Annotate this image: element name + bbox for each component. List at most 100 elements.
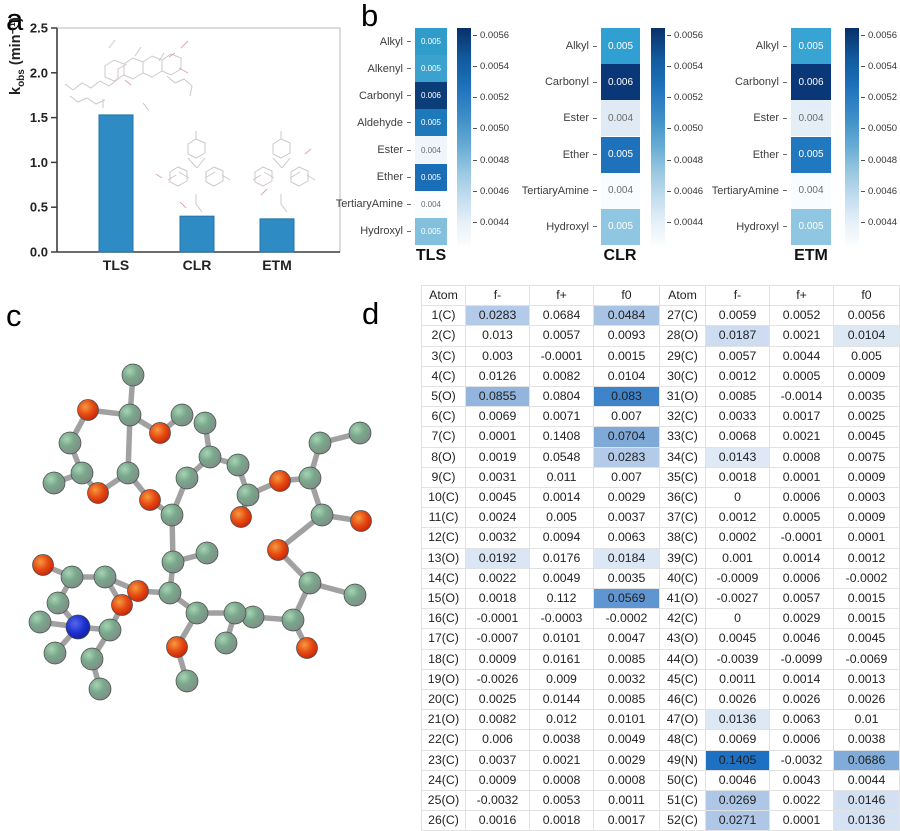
table-cell: 0.0057 [769, 588, 834, 610]
table-cell: 0.0283 [593, 446, 660, 468]
heatmap-row-label-tertiaryamine: TertiaryAmine [285, 191, 411, 218]
colorbar-tick-dash [473, 128, 477, 130]
table-cell: -0.0001 [769, 527, 834, 549]
colorbar-tick-label: 0.0048 [480, 154, 510, 166]
table-row: 5(O) 0.0855 0.0804 0.083 31(O) 0.0085 -0.0014 0… [421, 386, 900, 408]
table-cell: 0.013 [465, 325, 530, 347]
colorbar-tick: 0.0044 [473, 217, 509, 229]
colorbar-tick-label: 0.0050 [868, 123, 898, 135]
table-cell: -0.0032 [769, 749, 834, 771]
heatmap-cell-tls-alkenyl: 0.005 [415, 55, 447, 83]
table-cell: 0.0018 [705, 466, 770, 489]
heatmap-row-label-ether: Ether [471, 137, 597, 173]
table-cell: 0.0052 [769, 305, 834, 327]
row-label-text: Alkyl [565, 40, 589, 53]
table-cell: 3(C) [421, 345, 466, 367]
heatmap-cell-tls-tertiaryamine: 0.004 [415, 190, 447, 218]
table-cell: 0.0035 [593, 567, 660, 590]
carbon-atom [60, 565, 84, 589]
colorbar-tick-label: 0.0052 [480, 92, 510, 104]
table-row: 18(C) 0.0009 0.0161 0.0085 44(O) -0.0039 -0.00… [421, 648, 900, 670]
colorbar-tick-dash [861, 34, 865, 36]
x-tick-label-etm: ETM [262, 257, 292, 273]
table-cell: 0.0015 [833, 588, 900, 610]
table-cell: 22(C) [421, 729, 466, 751]
table-cell: 0.0002 [705, 527, 770, 549]
heatmap-cell-clr-hydroxyl: 0.005 [601, 208, 640, 245]
heatmap-cell-clr-tertiaryamine: 0.004 [601, 172, 640, 209]
x-ticks: TLS CLR ETM [103, 257, 292, 273]
table-header-cell: f+ [769, 284, 834, 307]
table-cell: 18(C) [421, 648, 466, 670]
y-ticks: 0.0 0.5 1.0 1.5 2.0 2.5 [30, 21, 57, 260]
carbon-atom [175, 669, 199, 693]
table-cell: 0.0094 [529, 527, 594, 549]
table-cell: -0.0069 [833, 648, 900, 670]
colorbar-tick-dash [861, 159, 865, 161]
table-header-cell: Atom [659, 284, 706, 307]
carbon-atom [348, 421, 372, 445]
table-cell: 0.0071 [529, 406, 594, 428]
table-cell: 0.0063 [769, 709, 834, 731]
oxygen-atom [350, 510, 372, 532]
colorbar-tick: 0.0054 [473, 60, 509, 72]
table-cell: 0.1405 [705, 749, 770, 771]
table-cell: -0.0032 [465, 790, 530, 812]
table-cell: 25(O) [421, 790, 466, 812]
table-cell: -0.0026 [465, 668, 530, 691]
colorbar-tick-dash [473, 159, 477, 161]
row-label-text: Hydroxyl [736, 220, 779, 233]
table-cell: 0.0069 [465, 406, 530, 428]
table-cell: 0.0003 [833, 487, 900, 509]
row-label-text: Alkyl [755, 40, 779, 53]
tick-dash [407, 122, 411, 124]
table-cell: 26(C) [421, 810, 466, 831]
table-cell: 0.0044 [833, 769, 900, 792]
table-cell: 0.0022 [769, 790, 834, 812]
table-cell: 0.005 [833, 345, 900, 367]
y-tick-label: 2.0 [30, 65, 48, 80]
heatmap-row-label-ester: Ester [661, 100, 787, 136]
tick-dash [783, 190, 787, 192]
table-cell: 49(N) [659, 749, 706, 771]
heatmap-cell-tls-hydroxyl: 0.005 [415, 217, 447, 245]
table-cell: 0.0684 [529, 305, 594, 327]
oxygen-atom [111, 594, 133, 616]
y-tick-label: 0.5 [30, 200, 48, 215]
heatmap-row-label-alkyl: Alkyl [661, 28, 787, 64]
table-cell: 0.0012 [705, 507, 770, 529]
table-cell: 0.0033 [705, 406, 770, 428]
table-cell: 36(C) [659, 487, 706, 509]
tick-dash [593, 226, 597, 228]
tick-dash [407, 149, 411, 151]
colorbar-clr [651, 28, 665, 245]
table-row: 21(O) 0.0082 0.012 0.0101 47(O) 0.0136 0.0063 0… [421, 709, 900, 731]
colorbar-tick-dash [861, 128, 865, 130]
table-cell: 11(C) [421, 507, 466, 529]
tick-dash [407, 95, 411, 97]
table-cell: 0.0068 [705, 426, 770, 448]
colorbar-tick-dash [473, 65, 477, 67]
colorbar-tick: 0.0044 [861, 217, 897, 229]
molecule-3d-structure [28, 363, 372, 701]
x-tick-label-tls: TLS [103, 257, 129, 273]
table-cell: 0 [705, 608, 770, 630]
table-cell: 0.0037 [593, 507, 660, 529]
table-cell: 45(C) [659, 668, 706, 691]
heatmap-cell-etm-ether: 0.005 [791, 136, 831, 173]
table-cell: 0.0104 [833, 325, 900, 347]
colorbar-tick: 0.0052 [667, 92, 703, 104]
table-header-cell: f- [705, 284, 770, 307]
table-cell: 0.0044 [769, 345, 834, 367]
table-cell: 50(C) [659, 769, 706, 792]
table-cell: -0.0001 [465, 608, 530, 630]
table-cell: 0.0016 [465, 810, 530, 831]
table-cell: 0.0026 [769, 689, 834, 711]
table-cell: 0.0037 [465, 749, 530, 771]
heatmap-cell-tls-alkyl: 0.005 [415, 28, 447, 56]
heatmap-cell-etm-hydroxyl: 0.005 [791, 208, 831, 245]
table-cell: 0.0049 [529, 567, 594, 590]
table-cell: 0.01 [833, 709, 900, 731]
table-cell: 0.0038 [833, 729, 900, 751]
oxygen-atom [296, 637, 318, 659]
